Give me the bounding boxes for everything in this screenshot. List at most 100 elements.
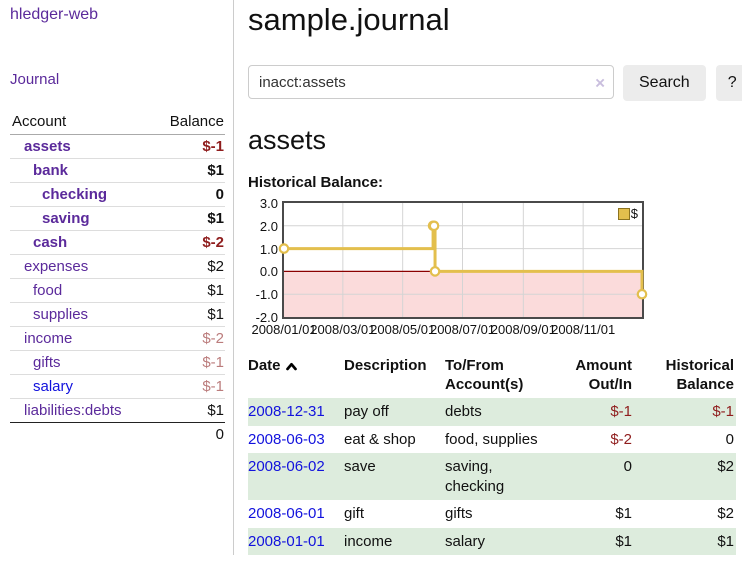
x-tick-label: 2008/07/01 [429,322,496,337]
y-tick-label: -2.0 [255,310,278,325]
col-header-description: Description [344,357,427,374]
sidebar: hledger-web Journal Account Balance asse… [0,0,234,556]
account-row: saving $1 [10,206,225,231]
account-row: salary $-1 [10,374,225,399]
account-balance: $1 [152,206,225,231]
page-title: sample.journal [248,2,450,37]
account-row: checking 0 [10,182,225,207]
transaction-date-link[interactable]: 2008-12-31 [248,403,325,421]
register-table: Date Description To/From Account(s) Amou… [248,354,736,556]
transaction-row: 2008-12-31 pay off debts $-1 $-1 [248,398,736,426]
transaction-balance: $2 [717,458,734,476]
account-link[interactable]: income [24,330,73,347]
transaction-accounts: saving, checking [445,458,505,495]
transaction-description: eat & shop [344,430,416,448]
transaction-amount: $1 [615,505,632,523]
search-box: × [248,65,614,101]
x-tick-label: 2008/05/01 [370,322,436,337]
search-button[interactable]: Search [623,65,706,101]
account-link[interactable]: cash [33,234,68,251]
account-heading: assets [248,125,327,155]
transaction-description: income [344,532,393,550]
transaction-balance: 0 [725,430,734,448]
account-row: income $-2 [10,326,225,351]
account-balance: $-1 [152,350,225,375]
col-header-accounts: To/From Account(s) [445,357,524,394]
account-row: assets $-1 [10,135,225,159]
x-tick-label: 2008/01/01 [251,322,317,337]
transaction-balance: $2 [717,505,734,523]
y-tick-label: -1.0 [255,287,278,303]
chart-x-axis: 2008/01/01 2008/03/01 2008/05/01 2008/07/01… [251,322,644,339]
transaction-amount: $1 [615,532,632,550]
journal-link[interactable]: Journal [10,71,60,88]
app-title-link[interactable]: hledger-web [10,6,99,23]
balance-chart: 3.0 2.0 1.0 0.0 -1.0 -2.0 $ 2008/01/01 2008/03… [248,196,742,339]
x-tick-label: 2008/11/01 [551,322,616,337]
transaction-date-link[interactable]: 2008-06-01 [248,505,325,523]
account-balance: $1 [152,278,225,303]
clear-search-icon[interactable]: × [595,73,605,93]
transaction-row: 2008-06-01 gift gifts $1 $2 [248,500,736,528]
chart-legend: $ [617,206,638,221]
search-input[interactable] [248,65,614,99]
account-link[interactable]: salary [33,378,74,395]
account-link[interactable]: food [33,282,63,299]
account-row: cash $-2 [10,230,225,255]
col-header-date[interactable]: Date [248,354,344,398]
account-link[interactable]: saving [42,210,90,227]
account-link[interactable]: expenses [24,258,89,275]
y-tick-label: 1.0 [259,241,278,257]
transaction-accounts: debts [445,403,482,421]
transaction-date-link[interactable]: 2008-06-02 [248,458,325,476]
accounts-total-value: 0 [152,422,225,446]
transaction-description: save [344,458,376,476]
transaction-date-link[interactable]: 2008-06-03 [248,430,325,448]
legend-swatch-icon [617,207,630,220]
accounts-header-balance: Balance [152,110,225,135]
account-balance: $-1 [152,374,225,399]
account-link[interactable]: assets [24,138,71,155]
help-button[interactable]: ? [715,65,742,101]
account-row: gifts $-1 [10,350,225,375]
accounts-header-account: Account [10,110,153,135]
transaction-description: gift [344,505,365,523]
account-row: supplies $1 [10,302,225,327]
account-row: bank $1 [10,158,225,183]
transaction-row: 2008-06-03 eat & shop food, supplies $-2 0 [248,426,736,454]
main-panel: sample.journal × Search ? assets Histori… [234,0,742,556]
transaction-row: 2008-01-01 income salary $1 $1 [248,527,736,556]
account-link[interactable]: liabilities:debts [24,402,122,419]
account-balance: $-1 [202,138,224,155]
chart-title: Historical Balance: [248,174,384,191]
y-tick-label: 2.0 [259,218,278,234]
y-tick-label: 3.0 [259,196,278,211]
x-tick-label: 2008/03/01 [310,322,376,337]
register-table-body: 2008-12-31 pay off debts $-1 $-1 2008-06-03 ea… [248,398,736,556]
account-link[interactable]: supplies [33,306,89,323]
account-balance: $1 [152,302,225,327]
x-tick-label: 2008/09/01 [490,322,556,337]
account-link[interactable]: bank [33,162,69,179]
transaction-amount: 0 [623,458,632,476]
transaction-accounts: gifts [445,505,473,523]
transaction-balance: $1 [717,532,734,550]
account-link[interactable]: gifts [33,354,61,371]
transaction-date-link[interactable]: 2008-01-01 [248,532,325,550]
account-link[interactable]: checking [42,186,108,203]
account-balance: $1 [152,398,225,423]
transaction-amount: $-1 [610,403,632,421]
search-form: × Search ? [248,65,742,101]
transaction-row: 2008-06-02 save saving, checking 0 $2 [248,453,736,501]
sort-ascending-icon [285,362,297,371]
account-balance: $2 [152,254,225,279]
accounts-table-body: assets $-1 bank $1 checking 0 saving $1 cash $-2 e… [10,135,225,423]
legend-label: $ [630,206,638,221]
chart-plot-area[interactable]: $ [278,201,648,319]
account-balance: $1 [152,158,225,183]
accounts-total-row: 0 [10,422,225,446]
transaction-description: pay off [344,403,389,421]
transaction-accounts: food, supplies [445,430,538,448]
app-window: hledger-web Journal Account Balance asse… [0,0,742,556]
account-row: food $1 [10,278,225,303]
